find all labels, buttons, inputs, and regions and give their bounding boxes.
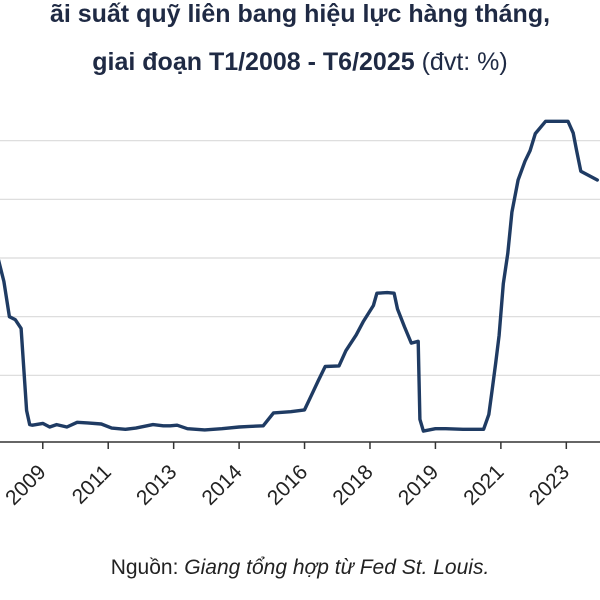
chart-title-line2: giai đoạn T1/2008 - T6/2025 (đvt: %) bbox=[0, 42, 600, 82]
chart-title-unit: (đvt: %) bbox=[421, 48, 508, 76]
source-label: Nguồn: bbox=[110, 556, 179, 579]
x-tick-label-7: 2021 bbox=[459, 460, 508, 509]
x-tick-label-8: 2023 bbox=[525, 460, 574, 509]
chart-title-line1: ãi suất quỹ liên bang hiệu lực hàng thán… bbox=[49, 0, 551, 28]
chart-title-period: giai đoạn T1/2008 - T6/2025 bbox=[92, 48, 415, 76]
source-note: Nguồn: Giang tổng hợp từ Fed St. Louis. bbox=[0, 556, 600, 580]
x-tick-label-1: 2011 bbox=[68, 460, 116, 508]
x-tick-label-4: 2016 bbox=[263, 460, 312, 509]
x-tick-label-6: 2019 bbox=[394, 460, 443, 509]
source-detail: Giang tổng hợp từ Fed St. Louis. bbox=[184, 556, 490, 579]
x-tick-label-5: 2018 bbox=[328, 460, 377, 509]
x-tick-label-0: 2009 bbox=[1, 460, 50, 509]
x-tick-label-3: 2014 bbox=[198, 460, 248, 510]
series-line-0 bbox=[0, 119, 599, 433]
x-tick-label-2: 2013 bbox=[132, 460, 181, 509]
